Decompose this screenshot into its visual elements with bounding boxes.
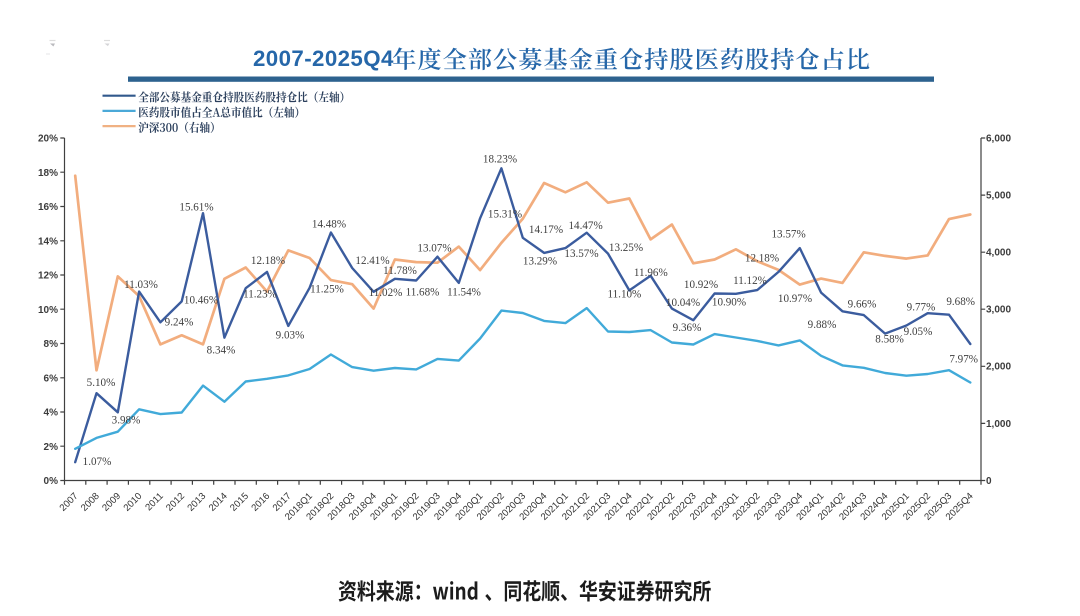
svg-text:6%: 6%: [44, 373, 59, 384]
svg-text:10.97%: 10.97%: [778, 293, 812, 305]
svg-text:11.10%: 11.10%: [608, 288, 642, 300]
svg-text:9.36%: 9.36%: [673, 322, 702, 334]
svg-text:12.18%: 12.18%: [251, 255, 285, 267]
svg-text:13.57%: 13.57%: [771, 228, 805, 240]
svg-text:9.66%: 9.66%: [848, 298, 877, 310]
svg-text:13.29%: 13.29%: [523, 256, 557, 268]
svg-text:4%: 4%: [44, 408, 59, 419]
svg-text:11.12%: 11.12%: [733, 275, 767, 287]
svg-text:8%: 8%: [44, 339, 59, 350]
svg-text:11.02%: 11.02%: [369, 287, 403, 299]
svg-text:8.34%: 8.34%: [207, 344, 236, 356]
svg-text:9.05%: 9.05%: [904, 326, 933, 338]
svg-text:2007-2025Q4: 2007-2025Q4: [253, 46, 394, 71]
svg-text:16%: 16%: [38, 202, 58, 213]
svg-text:10%: 10%: [38, 305, 58, 316]
svg-text:13.07%: 13.07%: [417, 242, 451, 254]
svg-text:10.92%: 10.92%: [684, 279, 718, 291]
svg-text:3.98%: 3.98%: [112, 414, 141, 426]
svg-text:9.77%: 9.77%: [907, 302, 936, 314]
svg-text:11.68%: 11.68%: [406, 286, 440, 298]
svg-text:7.97%: 7.97%: [949, 353, 978, 365]
svg-text:0: 0: [986, 476, 992, 487]
svg-text:18%: 18%: [38, 168, 58, 179]
svg-text:11.03%: 11.03%: [124, 279, 158, 291]
svg-text:9.68%: 9.68%: [946, 296, 975, 308]
svg-text:12.41%: 12.41%: [355, 255, 389, 267]
svg-text:9.88%: 9.88%: [808, 319, 837, 331]
svg-text:5.10%: 5.10%: [87, 377, 116, 389]
svg-text:11.96%: 11.96%: [634, 267, 668, 279]
svg-text:11.54%: 11.54%: [447, 286, 481, 298]
svg-text:12.18%: 12.18%: [745, 253, 779, 265]
svg-text:3,000: 3,000: [986, 305, 1011, 316]
svg-text:11.78%: 11.78%: [383, 265, 417, 277]
svg-text:13.57%: 13.57%: [564, 248, 598, 260]
svg-text:15.61%: 15.61%: [179, 201, 213, 213]
svg-text:11.23%: 11.23%: [243, 288, 277, 300]
svg-text:4,000: 4,000: [986, 248, 1011, 259]
svg-text:8.58%: 8.58%: [875, 333, 904, 345]
svg-text:14%: 14%: [38, 236, 58, 247]
svg-text:5,000: 5,000: [986, 191, 1011, 202]
svg-text:1,000: 1,000: [986, 419, 1011, 430]
svg-text:14.48%: 14.48%: [312, 218, 346, 230]
svg-text:15.31%: 15.31%: [488, 208, 522, 220]
svg-text:14.17%: 14.17%: [529, 224, 563, 236]
svg-text:2%: 2%: [44, 442, 59, 453]
svg-text:14.47%: 14.47%: [568, 220, 602, 232]
svg-text:9.03%: 9.03%: [276, 329, 305, 341]
svg-text:13.25%: 13.25%: [609, 242, 643, 254]
svg-text:6,000: 6,000: [986, 133, 1011, 144]
svg-text:10.90%: 10.90%: [712, 296, 746, 308]
svg-text:9.24%: 9.24%: [165, 316, 194, 328]
svg-text:20%: 20%: [38, 134, 58, 145]
svg-text:18.23%: 18.23%: [483, 153, 517, 165]
svg-text:10.04%: 10.04%: [666, 297, 700, 309]
svg-text:0%: 0%: [44, 476, 59, 487]
svg-text:12%: 12%: [38, 271, 58, 282]
svg-text:2,000: 2,000: [986, 362, 1011, 373]
svg-text:10.46%: 10.46%: [184, 294, 218, 306]
svg-text:11.25%: 11.25%: [310, 283, 344, 295]
svg-text:1.07%: 1.07%: [83, 456, 112, 468]
